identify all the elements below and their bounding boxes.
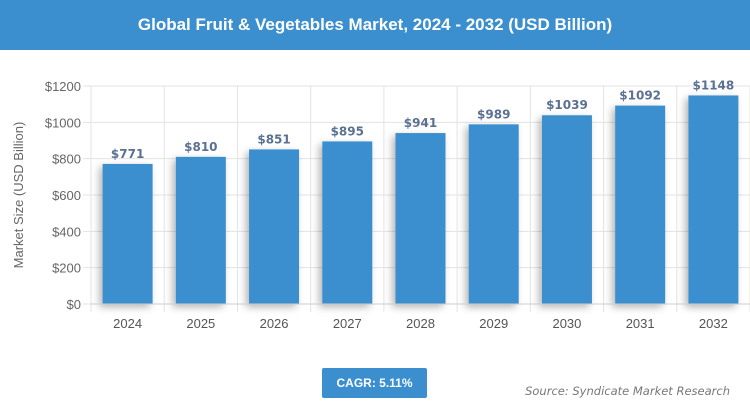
data-label: $1039 bbox=[546, 98, 588, 112]
data-label: $895 bbox=[331, 124, 364, 138]
cagr-badge: CAGR: 5.11% bbox=[322, 368, 427, 398]
bar bbox=[615, 105, 666, 305]
y-tick-label: $0 bbox=[67, 297, 81, 312]
data-label: $1092 bbox=[619, 89, 661, 103]
data-label: $941 bbox=[404, 116, 437, 130]
x-tick-label: 2026 bbox=[260, 316, 289, 331]
x-tick-label: 2028 bbox=[406, 316, 435, 331]
x-tick-label: 2024 bbox=[113, 316, 142, 331]
y-tick-label: $1200 bbox=[45, 79, 81, 94]
bar bbox=[541, 115, 592, 304]
bar bbox=[322, 141, 373, 304]
bar bbox=[688, 95, 739, 305]
y-tick-label: $400 bbox=[52, 224, 81, 239]
bar bbox=[468, 124, 519, 304]
y-tick-label: $600 bbox=[52, 188, 81, 203]
source-note: Source: Syndicate Market Research bbox=[525, 384, 730, 398]
chart-title: Global Fruit & Vegetables Market, 2024 -… bbox=[0, 0, 750, 50]
data-label: $989 bbox=[477, 107, 510, 121]
data-label: $810 bbox=[184, 140, 217, 154]
data-label: $851 bbox=[257, 132, 290, 146]
y-tick-label: $200 bbox=[52, 261, 81, 276]
data-label: $1148 bbox=[693, 78, 735, 92]
data-label: $771 bbox=[111, 147, 144, 161]
x-tick-label: 2030 bbox=[552, 316, 581, 331]
x-tick-label: 2031 bbox=[626, 316, 655, 331]
y-tick-label: $800 bbox=[52, 152, 81, 167]
x-tick-label: 2027 bbox=[333, 316, 362, 331]
bar bbox=[175, 156, 226, 304]
y-axis-label: Market Size (USD Billion) bbox=[11, 122, 26, 269]
bar bbox=[102, 163, 153, 304]
bar bbox=[249, 149, 300, 304]
x-tick-label: 2032 bbox=[699, 316, 728, 331]
x-tick-label: 2029 bbox=[479, 316, 508, 331]
x-tick-label: 2025 bbox=[186, 316, 215, 331]
y-tick-label: $1000 bbox=[45, 115, 81, 130]
bar bbox=[395, 133, 446, 304]
